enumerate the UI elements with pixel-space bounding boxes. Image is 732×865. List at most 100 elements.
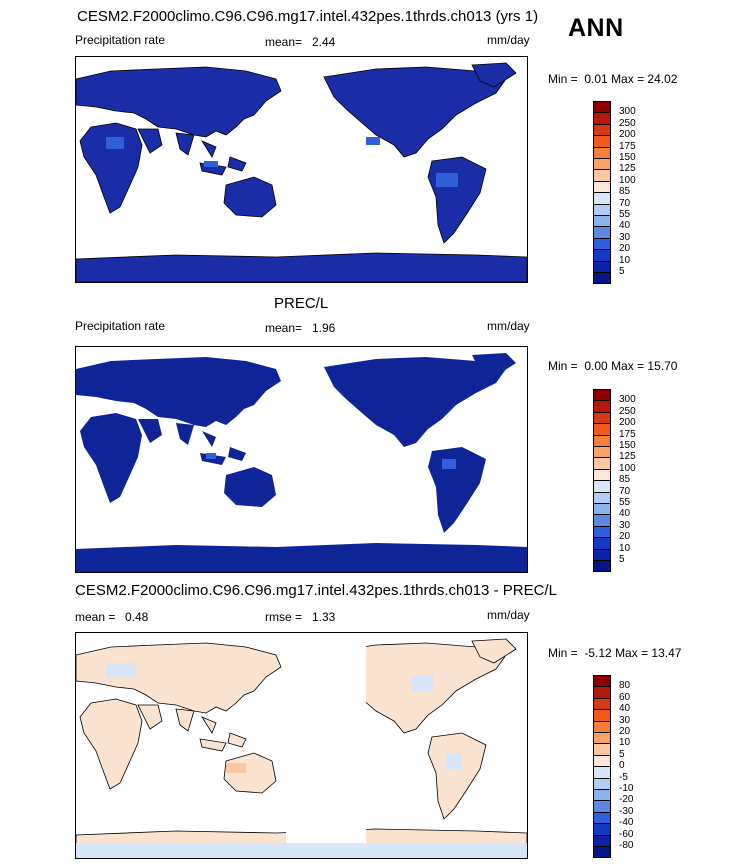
colorbar-level-label: -40: [619, 817, 634, 829]
panel1-max-label: Max =: [611, 72, 645, 86]
landmass: [138, 419, 194, 445]
colorbar-level-label: 5: [619, 266, 625, 277]
panel3-title: CESM2.F2000climo.C96.C96.mg17.intel.432p…: [75, 582, 557, 599]
landmass: [200, 431, 246, 465]
colorbar-level-label: 40: [619, 220, 631, 232]
colorbar-level-label: -80: [619, 840, 634, 851]
field-patch: [412, 675, 434, 691]
colorbar-level-label: 250: [619, 405, 636, 417]
panel3-minmax: Min = -5.12 Max = 13.47: [548, 646, 681, 660]
panel1-map: [75, 56, 528, 283]
landmass: [472, 353, 516, 377]
field-patch: [366, 137, 380, 145]
panel2-units: mm/day: [487, 319, 530, 333]
panel3-max-value: 13.47: [651, 646, 682, 660]
colorbar-level-label: 30: [619, 519, 631, 531]
landmass: [471, 638, 517, 664]
colorbar-level-label: 55: [619, 209, 631, 220]
colorbar-box: [593, 560, 611, 573]
panel3-mean-value: 0.48: [125, 610, 149, 624]
colorbar-level-label: 30: [619, 714, 631, 726]
panel2-variable-label: Precipitation rate: [75, 319, 166, 333]
field-patch: [286, 633, 366, 858]
panel1-mean-value: 2.44: [312, 35, 336, 49]
panel2-title: PREC/L: [274, 295, 329, 312]
landmass: [427, 732, 487, 820]
panel2-map-svg: [76, 353, 527, 572]
colorbar-level-label: 20: [619, 243, 631, 255]
landmass: [427, 156, 487, 244]
panel1-title: CESM2.F2000climo.C96.C96.mg17.intel.432p…: [77, 8, 539, 25]
colorbar-level-label: 10: [619, 737, 631, 749]
landmass: [80, 413, 142, 503]
colorbar-level-label: 200: [619, 417, 636, 429]
field-patch: [76, 843, 527, 858]
colorbar-level-label: 100: [619, 174, 636, 186]
panel1-min-label: Min =: [548, 72, 578, 86]
panel3-max-label: Max =: [615, 646, 649, 660]
landmass: [76, 642, 282, 714]
colorbar-level-label: 100: [619, 462, 636, 474]
colorbar-level-label: 80: [619, 680, 631, 692]
colorbar-level-label: 5: [619, 554, 625, 565]
colorbar-level-label: 0: [619, 760, 625, 772]
landmass: [76, 252, 527, 282]
panel1-mean-label: mean=: [265, 35, 303, 49]
colorbar-level-label: 250: [619, 117, 636, 129]
landmass: [224, 467, 276, 507]
colorbar-level-label: -10: [619, 783, 634, 794]
landmass: [471, 62, 517, 88]
panel3-min-label: Min =: [548, 646, 578, 660]
landmass: [79, 122, 143, 214]
field-patch: [106, 663, 136, 677]
panel3-land: [76, 633, 527, 858]
colorbar-box: [593, 846, 611, 859]
colorbar-level-label: 150: [619, 152, 636, 163]
colorbar-level-label: 85: [619, 474, 631, 486]
colorbar-level-label: 40: [619, 703, 631, 715]
landmass: [223, 176, 277, 218]
landmass: [199, 716, 247, 752]
panel2-min-value: 0.00: [584, 359, 608, 373]
field-patch: [204, 161, 218, 167]
colorbar-level-label: 85: [619, 186, 631, 198]
panel2-minmax: Min = 0.00 Max = 15.70: [548, 359, 677, 373]
panel1-minmax: Min = 0.01 Max = 24.02: [548, 72, 677, 86]
colorbar-level-label: 60: [619, 691, 631, 703]
colorbar-level-label: -30: [619, 805, 634, 817]
panel3-mean-label: mean =: [75, 610, 116, 624]
colorbar-level-label: 55: [619, 497, 631, 508]
colorbar-level-label: -5: [619, 771, 628, 783]
colorbar-level-label: -60: [619, 828, 634, 840]
colorbar-level-label: 125: [619, 163, 636, 175]
panel2-land: [76, 353, 527, 572]
landmass: [428, 447, 486, 533]
colorbar-level-label: 300: [619, 394, 636, 406]
landmass: [323, 66, 507, 158]
colorbar-level-label: 200: [619, 129, 636, 141]
colorbar-level-label: 30: [619, 231, 631, 243]
field-patch: [442, 459, 456, 469]
panel2-mean-value: 1.96: [312, 321, 336, 335]
panel1-land: [76, 62, 527, 282]
panel2-mean-label: mean=: [265, 321, 303, 335]
colorbar-level-label: 70: [619, 197, 631, 209]
season-label: ANN: [568, 14, 624, 42]
panel3-units: mm/day: [487, 608, 530, 622]
field-patch: [106, 137, 124, 149]
colorbar-level-label: 300: [619, 106, 636, 118]
colorbar-level-label: -20: [619, 794, 634, 806]
landmass: [137, 128, 195, 156]
colorbar-level-label: 150: [619, 440, 636, 451]
panel1-map-svg: [76, 62, 527, 282]
colorbar-level-label: 40: [619, 508, 631, 520]
landmass: [76, 543, 527, 572]
panel2-max-label: Max =: [611, 359, 645, 373]
colorbar-box: [593, 272, 611, 285]
field-patch: [436, 173, 458, 187]
panel3-rmse-label: rmse =: [265, 610, 303, 624]
panel2-map: [75, 346, 528, 573]
colorbar-level-label: 20: [619, 726, 631, 737]
panel3-rmse-value: 1.33: [312, 610, 336, 624]
landmass: [137, 704, 195, 732]
